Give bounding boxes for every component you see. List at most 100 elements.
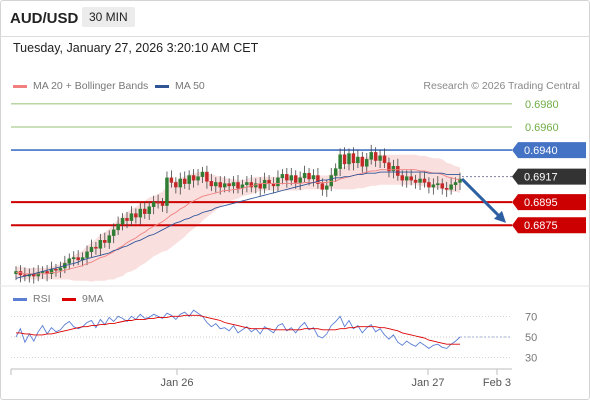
candle-body [427, 182, 431, 188]
candle [333, 163, 338, 182]
candle [280, 169, 285, 185]
candle [116, 216, 120, 236]
candle [165, 171, 169, 214]
candle-body [116, 223, 120, 231]
chart-header: AUD/USD 30 MIN [0, 0, 590, 37]
candle-body [227, 183, 231, 187]
level-badge-shape-5 [512, 217, 586, 234]
candle [276, 170, 280, 192]
candle [85, 245, 89, 266]
bollinger-band [16, 154, 460, 282]
candle-body [351, 153, 356, 164]
candle [387, 157, 391, 178]
candle [404, 170, 409, 188]
level-badge-2: 0.6940 [512, 142, 586, 159]
candle [422, 171, 427, 188]
candle-body [325, 185, 329, 190]
candle-body [151, 201, 156, 207]
candle [453, 177, 458, 192]
candle-body [169, 177, 174, 183]
timeframe-badge[interactable]: 30 MIN [82, 7, 135, 27]
candle-body [436, 183, 440, 186]
candle [58, 261, 63, 278]
candle-body [400, 175, 405, 181]
level-badge-5: 0.6875 [512, 217, 586, 234]
candle-body [360, 156, 365, 167]
candle-body [387, 162, 391, 172]
time-label-0: Jan 26 [160, 377, 193, 389]
rsi-swatch [13, 298, 27, 301]
candle-body [71, 257, 76, 259]
candle-body [222, 183, 227, 188]
candle-body [413, 179, 418, 183]
candle-body [382, 155, 387, 164]
candle [320, 178, 325, 196]
candle-body [249, 182, 254, 188]
candle [231, 176, 236, 194]
candle [360, 151, 365, 173]
candle-body [396, 166, 400, 176]
candle [347, 148, 351, 171]
candle-body [214, 182, 218, 187]
candle [342, 147, 347, 170]
candle [147, 201, 151, 221]
candle-body [205, 171, 209, 182]
candle [98, 233, 103, 256]
forecast-arrow-shaft [460, 177, 503, 219]
rsi-line [15, 309, 461, 349]
candle-body [302, 172, 307, 179]
candle-body [333, 168, 338, 176]
candle-body [320, 183, 325, 190]
candle [249, 174, 254, 193]
candle-body [209, 181, 214, 187]
candle [222, 176, 227, 193]
candle [418, 172, 422, 190]
candle-body [67, 258, 72, 264]
candle [338, 148, 342, 177]
candle-body [356, 156, 360, 164]
candle-body [129, 213, 134, 221]
candle-body [342, 154, 347, 165]
candle [134, 208, 138, 224]
candle-body [418, 178, 422, 183]
candle [174, 177, 178, 194]
candle-body [316, 175, 320, 184]
candle [298, 171, 302, 190]
candles [14, 144, 462, 284]
candle-body [285, 174, 289, 181]
candle [444, 181, 449, 197]
candle-body [365, 159, 369, 167]
candle-body [347, 153, 351, 165]
candle [205, 165, 209, 189]
candle-body [200, 171, 205, 177]
candle [227, 178, 231, 193]
candle [378, 149, 382, 169]
chart-datetime: Tuesday, January 27, 2026 3:20:10 AM CET [13, 41, 259, 55]
candle [391, 159, 396, 179]
candle-body [107, 235, 111, 243]
rsi-tick-1: 50 [525, 332, 537, 344]
candle [209, 173, 214, 192]
candle-body [440, 183, 444, 189]
candle [54, 263, 58, 277]
candle-body [147, 206, 151, 214]
candle-body [293, 175, 298, 183]
candle [103, 232, 107, 248]
candle-body [280, 174, 285, 179]
candle [143, 201, 147, 219]
candle [89, 239, 94, 257]
candle [293, 170, 298, 189]
candle [191, 169, 196, 188]
candle [431, 178, 436, 195]
candle [373, 147, 378, 167]
ma50-legend-label: MA 50 [175, 80, 205, 92]
candle [67, 253, 72, 270]
level-badge-shape-4 [512, 194, 586, 211]
level-label-1: 0.6960 [525, 122, 559, 134]
candle-body [156, 201, 160, 204]
candle-body [125, 218, 129, 221]
candle [329, 168, 333, 192]
candle [138, 202, 143, 225]
candle [365, 152, 369, 174]
